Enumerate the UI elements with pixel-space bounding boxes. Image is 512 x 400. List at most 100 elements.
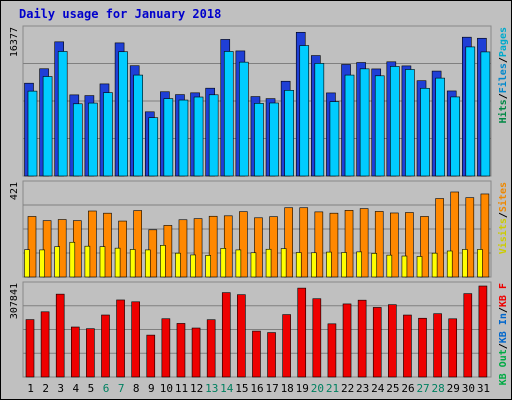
bar-files	[57, 51, 68, 177]
bar-visits	[269, 216, 278, 278]
bar-files	[344, 74, 355, 177]
x-tick-label: 25	[386, 382, 399, 395]
bar-kb-f	[146, 334, 156, 378]
bar-sites	[356, 251, 362, 278]
bar-kb-f	[86, 328, 95, 378]
bar-visits	[223, 215, 233, 278]
bar-sites	[371, 253, 378, 278]
bar-kb-f	[25, 319, 35, 378]
x-tick-label: 18	[281, 382, 294, 395]
bar-kb-f	[418, 317, 427, 378]
bar-sites	[265, 248, 272, 278]
legend-part: /	[498, 343, 509, 349]
x-tick-label: 26	[401, 382, 414, 395]
legend-part: Files	[497, 63, 509, 93]
ymax-label: 16377	[9, 27, 20, 57]
bar-visits	[27, 216, 37, 278]
x-tick-label: 17	[265, 382, 278, 395]
bar-kb-f	[237, 294, 246, 378]
bar-sites	[160, 245, 166, 278]
bar-visits	[344, 210, 354, 278]
x-tick-label: 27	[416, 382, 429, 395]
bar-kb-f	[116, 299, 125, 378]
x-tick-label: 30	[462, 382, 475, 395]
bar-visits	[359, 208, 369, 278]
bar-visits	[284, 207, 293, 278]
x-tick-label: 29	[447, 382, 460, 395]
bar-visits	[314, 211, 324, 278]
bar-files	[103, 92, 113, 177]
bar-kb-f	[342, 303, 352, 378]
bar-files	[269, 102, 279, 177]
bar-sites	[84, 245, 91, 278]
x-tick-label: 13	[205, 382, 218, 395]
x-tick-label: 11	[175, 382, 188, 395]
bar-kb-f	[55, 293, 65, 378]
bar-files	[118, 51, 128, 177]
x-tick-label: 2	[42, 382, 49, 395]
bar-kb-f	[297, 287, 307, 378]
bar-visits	[178, 219, 188, 278]
bar-visits	[254, 217, 263, 278]
x-tick-label: 7	[118, 382, 125, 395]
bar-visits	[208, 215, 218, 278]
bar-kb-f	[433, 313, 442, 378]
bar-kb-f	[388, 304, 397, 378]
bar-visits	[133, 210, 142, 278]
legend-part: Visits	[497, 218, 509, 254]
legend-part: /	[498, 307, 509, 313]
bar-sites	[431, 252, 438, 278]
bar-kb-f	[101, 314, 110, 378]
bar-kb-f	[206, 319, 216, 378]
bar-files	[148, 117, 159, 177]
bar-kb-f	[161, 318, 171, 378]
bar-sites	[175, 252, 181, 278]
bar-files	[405, 69, 415, 177]
bar-files	[254, 103, 264, 177]
bar-kb-f	[131, 301, 140, 378]
legend-part: Pages	[498, 27, 509, 57]
x-tick-label: 24	[371, 382, 385, 395]
bar-sites	[311, 252, 317, 278]
legend-part: /	[498, 212, 509, 218]
bar-sites	[39, 249, 45, 278]
x-tick-label: 19	[296, 382, 309, 395]
bar-files	[163, 98, 174, 177]
bar-sites	[190, 254, 196, 278]
legend-part: /	[498, 93, 509, 99]
bar-files	[284, 90, 294, 177]
bar-kb-f	[252, 330, 261, 378]
bar-files	[374, 75, 385, 177]
bar-files	[27, 90, 38, 177]
bar-files	[178, 99, 189, 177]
bar-kb-f	[267, 332, 276, 378]
bar-sites	[295, 252, 302, 278]
x-tick-label: 15	[235, 382, 248, 395]
panel-2: 421 Visits/Sites	[9, 180, 509, 278]
bar-visits	[299, 207, 309, 278]
bar-kb-f	[282, 314, 291, 378]
bar-files	[193, 96, 204, 177]
bar-kb-f	[70, 326, 80, 378]
bar-files	[88, 102, 98, 177]
bar-sites	[54, 246, 60, 278]
bar-kb-f	[327, 323, 337, 378]
x-tick-label: 6	[103, 382, 110, 395]
bar-sites	[205, 255, 211, 278]
bar-kb-f	[191, 327, 201, 378]
bar-kb-f	[312, 298, 322, 378]
bar-files	[435, 77, 445, 177]
bar-sites	[99, 246, 106, 278]
bar-sites	[477, 249, 483, 278]
bar-sites	[235, 249, 242, 278]
bar-sites	[401, 255, 408, 278]
legend-part: KB In	[498, 313, 509, 343]
bar-kb-f	[357, 299, 367, 378]
bar-files	[133, 74, 143, 177]
bar-sites	[386, 254, 393, 278]
bar-sites	[446, 250, 453, 278]
ymax-label: 421	[9, 182, 20, 200]
x-tick-label: 21	[326, 382, 339, 395]
